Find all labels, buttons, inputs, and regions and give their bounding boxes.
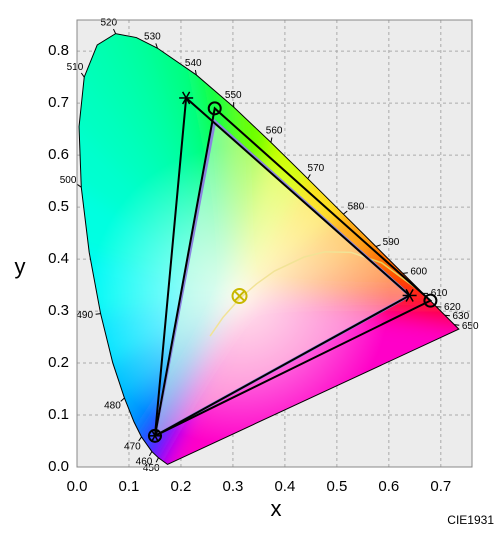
wavelength-label: 600	[410, 266, 427, 277]
wavelength-label: 650	[462, 321, 479, 332]
y-axis-label: y	[15, 254, 26, 279]
wavelength-tick	[454, 325, 459, 326]
wavelength-label: 560	[266, 125, 283, 136]
x-tick-label: 0.5	[326, 478, 347, 495]
x-tick-label: 0.2	[171, 478, 192, 495]
wavelength-label: 520	[100, 17, 117, 28]
x-tick-label: 0.1	[119, 478, 140, 495]
x-tick-label: 0.4	[274, 478, 295, 495]
wavelength-label: 490	[76, 310, 93, 321]
wavelength-label: 470	[124, 441, 141, 452]
x-tick-label: 0.6	[378, 478, 399, 495]
y-tick-label: 0.7	[48, 94, 69, 111]
y-tick-label: 0.6	[48, 146, 69, 163]
y-tick-label: 0.1	[48, 406, 69, 423]
x-axis-label: x	[271, 496, 282, 521]
wavelength-tick	[403, 273, 408, 274]
y-tick-label: 0.4	[48, 250, 69, 267]
y-tick-label: 0.2	[48, 354, 69, 371]
wavelength-label: 460	[136, 457, 153, 468]
wavelength-label: 530	[144, 31, 161, 42]
x-tick-label: 0.3	[222, 478, 243, 495]
y-tick-label: 0.0	[48, 458, 69, 475]
wavelength-label: 510	[67, 62, 84, 73]
wavelength-label: 570	[308, 163, 325, 174]
wavelength-label: 480	[104, 401, 121, 412]
footer: CIE1931	[447, 513, 494, 527]
x-tick-label: 0.0	[67, 478, 88, 495]
y-tick-label: 0.8	[48, 42, 69, 59]
wavelength-label: 540	[185, 58, 202, 69]
wavelength-tick	[96, 314, 101, 315]
wavelength-label: 610	[431, 288, 448, 299]
y-tick-label: 0.3	[48, 302, 69, 319]
wavelength-label: 590	[383, 237, 400, 248]
wavelength-label: 550	[225, 90, 242, 101]
y-tick-label: 0.5	[48, 198, 69, 215]
wavelength-label: 500	[60, 175, 77, 186]
x-tick-label: 0.7	[430, 478, 451, 495]
wavelength-label: 580	[348, 201, 365, 212]
